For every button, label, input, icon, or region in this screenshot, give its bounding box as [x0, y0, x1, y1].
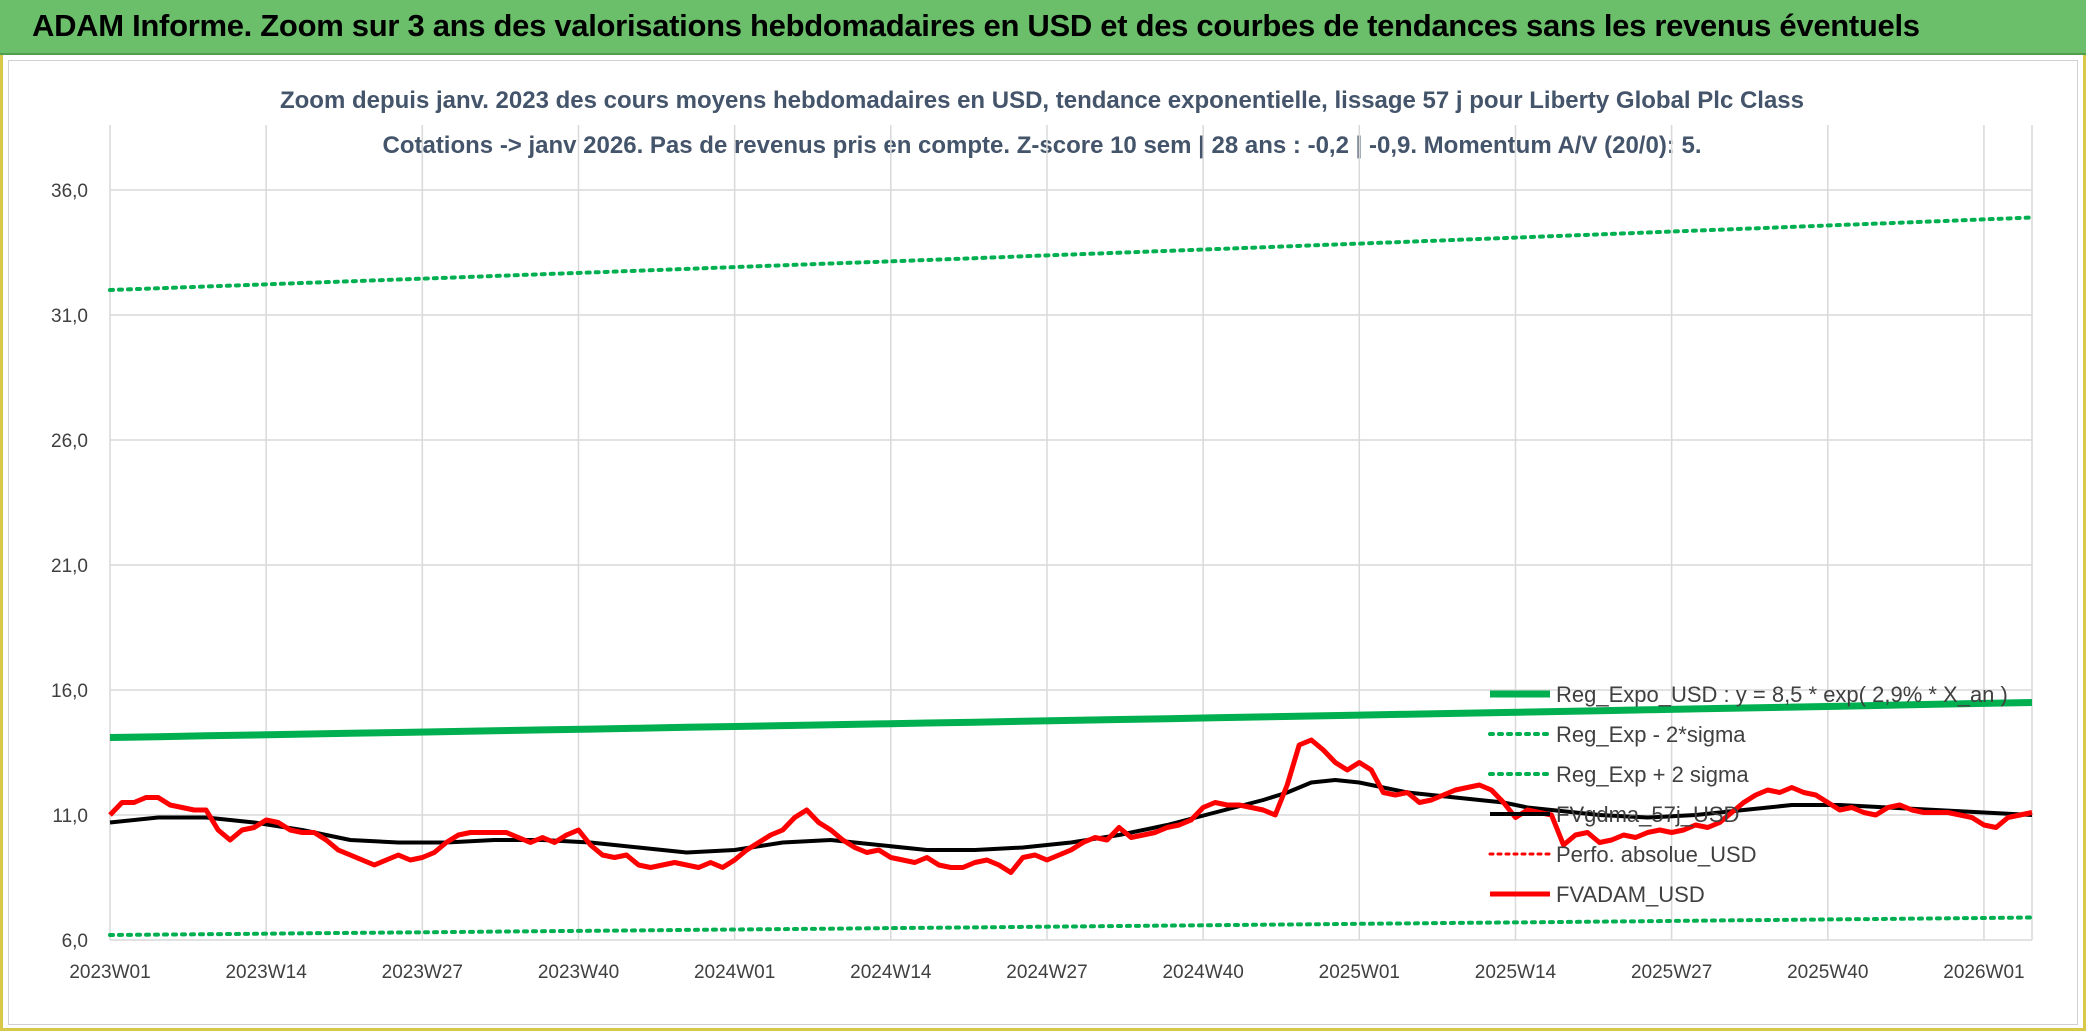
legend-label: FVADAM_USD [1556, 882, 1705, 907]
grid [109, 125, 2033, 941]
x-tick-label: 2024W14 [850, 962, 932, 983]
header-banner: ADAM Informe. Zoom sur 3 ans des valoris… [0, 0, 2086, 55]
x-tick-label: 2025W40 [1787, 962, 1868, 983]
series-layer [108, 215, 2034, 937]
series-line-5 [108, 737, 2033, 875]
legend-label: Reg_Exp - 2*sigma [1556, 722, 1746, 747]
chart-area-border [8, 60, 2078, 1025]
banner-title: ADAM Informe. Zoom sur 3 ans des valoris… [32, 8, 1920, 43]
legend-label: FVgdma_57j_USD [1556, 802, 1739, 827]
x-tick-label: 2026W01 [1943, 962, 2024, 983]
x-tick-label: 2023W27 [382, 962, 463, 983]
legend: Reg_Expo_USD : y = 8,5 * exp( 2,9% * X_a… [1488, 682, 2008, 907]
y-tick-label: 16,0 [51, 681, 88, 702]
series-line-3 [109, 778, 2033, 855]
x-tick-label: 2025W01 [1319, 962, 1400, 983]
x-tick-label: 2023W14 [225, 962, 307, 983]
x-tick-label: 2025W14 [1475, 962, 1557, 983]
chart-subtitle: Cotations -> janv 2026. Pas de revenus p… [382, 132, 1701, 159]
x-tick-label: 2023W40 [538, 962, 619, 983]
x-tick-label: 2024W27 [1006, 962, 1087, 983]
y-tick-label: 11,0 [52, 806, 88, 827]
chart-title: Zoom depuis janv. 2023 des cours moyens … [280, 87, 1804, 114]
legend-label: Perfo. absolue_USD [1556, 842, 1757, 867]
axis-labels: 6,0 11,0 16,0 21,0 26,0 31,0 36,0 2023W01 2023W1… [51, 181, 2025, 983]
y-tick-label: 31,0 [51, 306, 88, 327]
y-tick-label: 36,0 [51, 181, 88, 202]
y-tick-label: 21,0 [51, 556, 88, 577]
legend-label: Reg_Exp + 2 sigma [1556, 762, 1749, 787]
x-tick-label: 2024W40 [1162, 962, 1243, 983]
legend-label: Reg_Expo_USD : y = 8,5 * exp( 2,9% * X_a… [1556, 682, 2008, 707]
series-line-1 [108, 915, 2034, 937]
x-tick-label: 2024W01 [694, 962, 775, 983]
y-tick-label: 6,0 [62, 931, 88, 952]
y-tick-label: 26,0 [51, 431, 88, 452]
x-tick-label: 2025W27 [1631, 962, 1712, 983]
series-line-0 [109, 699, 2033, 741]
x-tick-label: 2023W01 [69, 962, 150, 983]
series-line-2 [108, 215, 2034, 292]
